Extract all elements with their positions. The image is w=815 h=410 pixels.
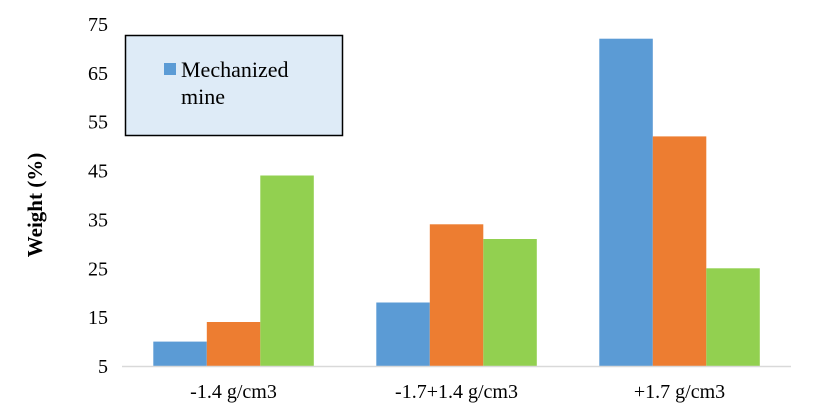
bar-series-1-1: [153, 341, 207, 366]
bars-layer: [153, 38, 760, 366]
bar-series-1-2: [376, 302, 430, 366]
bar-series-2-1: [206, 322, 261, 366]
bar-series-3-2: [483, 239, 537, 366]
bar-series-3-3: [706, 268, 760, 366]
y-tick-label: 65: [88, 63, 108, 85]
y-tick-label: 15: [88, 307, 108, 329]
y-tick-label: 35: [88, 209, 108, 231]
bar-series-3-1: [260, 175, 314, 366]
legend: Mechanized mine: [124, 34, 344, 137]
bar-series-2-2: [429, 224, 484, 366]
legend-label: Mechanized mine: [181, 57, 289, 109]
bar-series-1-3: [599, 38, 653, 366]
y-tick-label: 55: [88, 112, 108, 134]
y-tick-labels: 5 15 25 35 45 55 65 75: [88, 14, 108, 378]
legend-label-line: Mechanized: [181, 57, 289, 82]
x-tick-label: -1.4 g/cm3: [190, 381, 277, 403]
bar-series-2-3: [652, 136, 707, 366]
y-axis-title: Weight (%): [23, 153, 47, 257]
y-tick-label: 75: [88, 14, 108, 36]
x-tick-labels: -1.4 g/cm3 -1.7+1.4 g/cm3 +1.7 g/cm3: [190, 381, 725, 403]
x-tick-label: -1.7+1.4 g/cm3: [395, 381, 518, 403]
x-tick-label: +1.7 g/cm3: [634, 381, 725, 403]
legend-box: [124, 34, 344, 137]
legend-label-line: mine: [181, 84, 225, 109]
y-tick-label: 45: [88, 161, 108, 183]
y-tick-label: 25: [88, 258, 108, 280]
legend-swatch: [164, 63, 176, 75]
y-tick-label: 5: [98, 356, 108, 378]
